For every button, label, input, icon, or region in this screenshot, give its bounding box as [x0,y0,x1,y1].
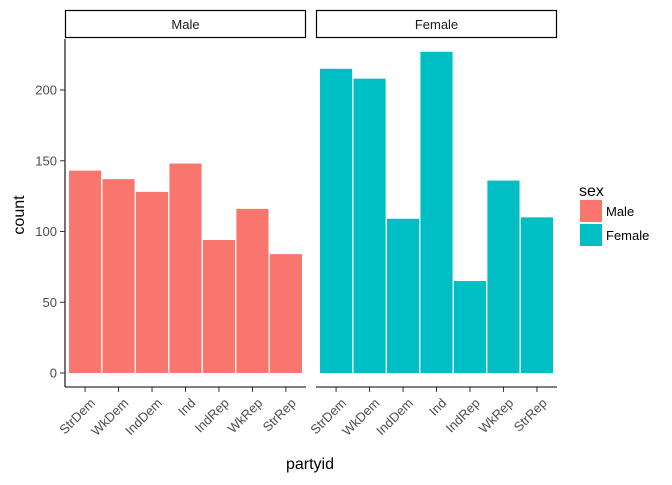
y-tick-label: 50 [43,295,57,310]
x-tick-label: StrRep [511,395,550,434]
bar-wkdem [102,179,135,373]
y-axis: 0 50 100 150 200 [35,39,66,387]
legend-label: Female [606,228,649,243]
bar-inddem [135,191,169,373]
x-tick-label: WkDem [88,395,131,438]
x-tick-label: IndRep [443,395,483,435]
x-tick-label: Ind [426,395,449,418]
bar-ind [169,163,202,373]
bar-wkrep [487,180,520,373]
strip-label: Female [415,17,458,32]
x-tick-label: Ind [175,395,198,418]
x-tick-label: IndDem [373,395,416,438]
bar-strdem [320,68,353,374]
x-tick-label: WkRep [476,395,517,436]
strip-label: Male [171,17,199,32]
bar-ind [420,51,453,374]
bar-indrep [202,239,236,373]
y-tick-label: 200 [35,83,57,98]
x-tick-label: StrRep [260,395,299,434]
x-axis-title: partyid [286,456,334,473]
bar-wkdem [353,78,386,374]
bar-strrep [269,254,302,373]
y-tick-label: 150 [35,153,57,168]
bar-strrep [520,217,553,373]
bar-strdem [69,170,102,373]
y-tick-label: 0 [50,366,57,381]
y-axis-title: count [11,195,28,235]
legend-title: sex [579,183,604,200]
x-tick-label: IndRep [192,395,232,435]
x-tick-label: WkDem [339,395,382,438]
strip-box [315,9,558,39]
legend-key-male [580,200,602,222]
bar-indrep [453,281,487,373]
x-tick-label: WkRep [225,395,266,436]
bar-inddem [386,218,420,373]
legend-key-female [580,224,602,246]
x-tick-label: IndDem [122,395,165,438]
legend-label: Male [606,204,634,219]
bar-wkrep [236,208,269,373]
y-tick-label: 100 [35,224,57,239]
strip-box [64,9,307,39]
